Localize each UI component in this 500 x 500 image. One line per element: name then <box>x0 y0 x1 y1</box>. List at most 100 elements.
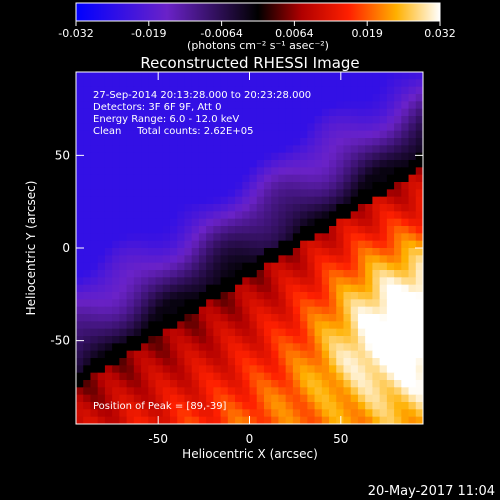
heatmap-cell <box>300 416 308 424</box>
heatmap-cell <box>97 108 106 117</box>
heatmap-cell <box>278 138 287 146</box>
heatmap-cell <box>104 130 113 139</box>
heatmap-cell <box>256 306 265 315</box>
heatmap-cell <box>300 372 308 381</box>
heatmap-cell <box>148 160 157 168</box>
heatmap-cell <box>169 211 178 220</box>
heatmap-cell <box>329 394 337 403</box>
heatmap-cell <box>278 233 287 242</box>
heatmap-cell <box>350 299 359 308</box>
heatmap-cell <box>206 189 214 198</box>
heatmap-cell <box>235 372 243 381</box>
y-axis-label: Heliocentric Y (arcsec) <box>24 181 38 316</box>
heatmap-cell <box>278 123 287 132</box>
heatmap-cell <box>300 328 308 337</box>
heatmap-cell <box>133 321 142 330</box>
heatmap-cell <box>329 218 337 227</box>
heatmap-cell <box>394 248 402 256</box>
heatmap-cell <box>169 270 178 278</box>
heatmap-cell <box>162 167 171 176</box>
heatmap-cell <box>148 350 157 359</box>
heatmap-cell <box>126 145 135 154</box>
heatmap-cell <box>177 167 186 176</box>
heatmap-cell <box>386 402 395 410</box>
heatmap-cell <box>292 145 301 154</box>
heatmap-cell <box>155 174 164 183</box>
heatmap-cell <box>357 94 366 102</box>
heatmap-cell <box>300 365 308 374</box>
heatmap-cell <box>169 299 178 308</box>
heatmap-cell <box>148 299 157 308</box>
heatmap-cell <box>119 328 128 337</box>
heatmap-cell <box>329 365 337 374</box>
heatmap-cell <box>227 145 236 154</box>
heatmap-cell <box>126 387 135 396</box>
heatmap-cell <box>90 233 99 242</box>
heatmap-cell <box>242 189 251 198</box>
heatmap-cell <box>76 314 84 322</box>
heatmap-cell <box>285 321 294 330</box>
heatmap-cell <box>169 167 178 176</box>
heatmap-cell <box>321 218 330 227</box>
chart-title: Reconstructed RHESSI Image <box>140 54 359 72</box>
heatmap-cell <box>408 394 417 403</box>
heatmap-cell <box>343 130 352 139</box>
heatmap-cell <box>300 123 308 132</box>
heatmap-cell <box>357 145 366 154</box>
heatmap-cell <box>401 204 410 212</box>
heatmap-cell <box>220 248 229 256</box>
heatmap-cell <box>307 262 316 271</box>
heatmap-cell <box>90 123 99 132</box>
heatmap-cell <box>408 292 417 300</box>
heatmap-cell <box>198 336 207 344</box>
heatmap-cell <box>386 152 395 161</box>
heatmap-cell <box>314 167 323 176</box>
heatmap-cell <box>220 350 229 359</box>
heatmap-cell <box>350 189 359 198</box>
heatmap-cell <box>263 79 272 88</box>
heatmap-cell <box>133 130 142 139</box>
heatmap-cell <box>394 358 402 366</box>
heatmap-cell <box>329 79 337 88</box>
heatmap-cell <box>177 248 186 256</box>
heatmap-cell <box>141 86 149 95</box>
heatmap-cell <box>198 108 207 117</box>
heatmap-cell <box>329 262 337 271</box>
heatmap-cell <box>198 372 207 381</box>
heatmap-cell <box>365 130 373 139</box>
heatmap-cell <box>307 108 316 117</box>
heatmap-cell <box>300 284 308 293</box>
heatmap-cell <box>271 277 280 286</box>
heatmap-cell <box>126 365 135 374</box>
heatmap-cell <box>394 416 402 424</box>
heatmap-cell <box>249 167 258 176</box>
heatmap-cell <box>256 86 265 95</box>
heatmap-cell <box>220 182 229 190</box>
heatmap-cell <box>271 79 280 88</box>
heatmap-cell <box>329 321 337 330</box>
heatmap-cell <box>126 160 135 168</box>
heatmap-cell <box>133 182 142 190</box>
heatmap-cell <box>263 130 272 139</box>
heatmap-cell <box>357 218 366 227</box>
heatmap-cell <box>148 262 157 271</box>
heatmap-cell <box>235 226 243 234</box>
heatmap-cell <box>104 402 113 410</box>
heatmap-cell <box>162 409 171 418</box>
heatmap-cell <box>321 86 330 95</box>
heatmap-cell <box>148 277 157 286</box>
heatmap-cell <box>177 72 186 80</box>
heatmap-cell <box>249 116 258 124</box>
heatmap-cell <box>278 314 287 322</box>
heatmap-cell <box>415 270 423 278</box>
heatmap-cell <box>213 94 222 102</box>
heatmap-cell <box>415 123 423 132</box>
heatmap-cell <box>415 358 423 366</box>
heatmap-cell <box>242 358 251 366</box>
heatmap-cell <box>336 394 345 403</box>
heatmap-cell <box>401 277 410 286</box>
heatmap-cell <box>415 72 423 80</box>
heatmap-cell <box>350 394 359 403</box>
heatmap-cell <box>314 218 323 227</box>
heatmap-cell <box>141 108 149 117</box>
